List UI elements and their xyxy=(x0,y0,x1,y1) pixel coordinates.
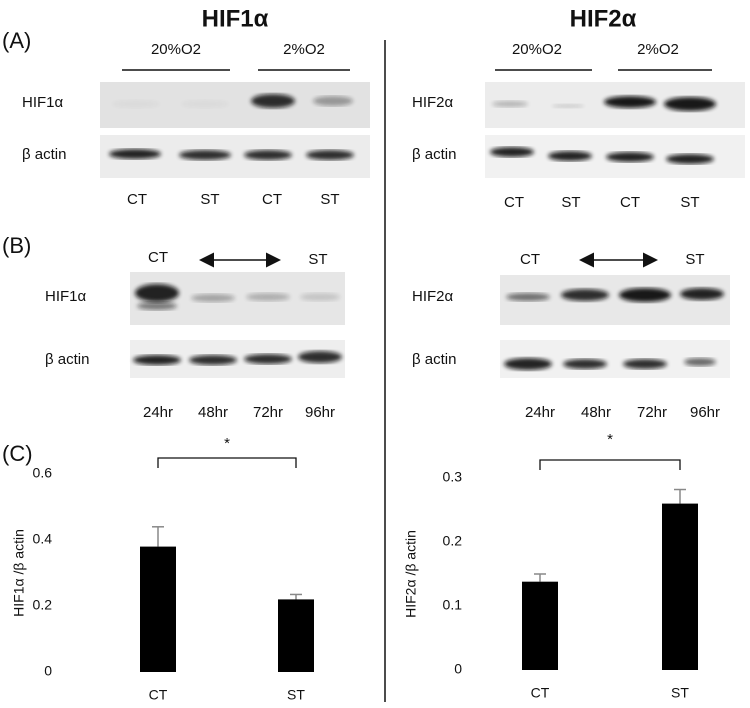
row-label: HIF2α xyxy=(412,94,454,111)
time-label: 48hr xyxy=(581,404,611,421)
blot-band xyxy=(109,149,161,159)
time-label: 72hr xyxy=(637,404,667,421)
blot-band xyxy=(112,100,160,108)
y-tick-label: 0.3 xyxy=(443,469,463,485)
significance-bracket xyxy=(157,457,297,468)
blot-band xyxy=(179,150,231,160)
blot-band xyxy=(680,288,724,300)
row-label: β actin xyxy=(22,146,66,163)
condition-label: 2%O2 xyxy=(637,41,679,58)
lane-label: ST xyxy=(200,191,219,208)
y-axis-label: HIF1α /β actin xyxy=(11,529,27,617)
x-tick-label: ST xyxy=(287,687,305,703)
blot-band xyxy=(548,151,592,161)
row-label: β actin xyxy=(412,351,456,368)
panel-label: (C) xyxy=(2,441,33,466)
time-label: 72hr xyxy=(253,404,283,421)
condition-label: 20%O2 xyxy=(151,41,201,58)
blot-band xyxy=(623,359,667,369)
row-label: β actin xyxy=(412,146,456,163)
range-end: ST xyxy=(685,251,704,268)
blot-band xyxy=(664,97,716,111)
blot-band xyxy=(619,288,671,302)
blot-band xyxy=(606,152,654,162)
blot-band xyxy=(246,293,290,301)
row-label: β actin xyxy=(45,351,89,368)
y-tick-label: 0 xyxy=(454,661,462,677)
blot-band xyxy=(313,96,353,106)
bar xyxy=(662,503,698,670)
blot-band xyxy=(300,293,340,301)
blot-band xyxy=(563,359,607,369)
y-tick-label: 0.2 xyxy=(33,597,53,613)
x-tick-label: CT xyxy=(149,687,168,703)
lane-label: CT xyxy=(620,194,640,211)
blot-band xyxy=(137,302,177,310)
condition-label: 2%O2 xyxy=(283,41,325,58)
range-start: CT xyxy=(148,249,168,266)
x-tick-label: CT xyxy=(531,685,550,701)
blot-band xyxy=(666,154,714,164)
time-label: 96hr xyxy=(305,404,335,421)
blot-band xyxy=(552,104,584,108)
blot-band xyxy=(504,358,552,370)
title: HIF1α xyxy=(202,5,269,32)
lane-label: CT xyxy=(504,194,524,211)
bar xyxy=(522,581,558,670)
blot-band xyxy=(135,284,179,302)
panel-label: (A) xyxy=(2,28,31,53)
y-tick-label: 0.4 xyxy=(33,531,53,547)
range-start: CT xyxy=(520,251,540,268)
time-label: 48hr xyxy=(198,404,228,421)
x-tick-label: ST xyxy=(671,685,689,701)
y-tick-label: 0.1 xyxy=(443,597,463,613)
y-tick-label: 0.6 xyxy=(33,465,53,481)
y-tick-label: 0.2 xyxy=(443,533,463,549)
blot-band xyxy=(492,101,528,107)
y-axis-label: HIF2α /β actin xyxy=(403,530,419,618)
condition-label: 20%O2 xyxy=(512,41,562,58)
blot-band xyxy=(490,147,534,157)
row-label: HIF2α xyxy=(412,288,454,305)
lane-label: ST xyxy=(561,194,580,211)
significance-mark: * xyxy=(607,431,613,448)
blot-band xyxy=(684,358,716,366)
significance-mark: * xyxy=(224,435,230,452)
lane-label: CT xyxy=(262,191,282,208)
bar xyxy=(278,599,314,672)
blot-band xyxy=(133,355,181,365)
blot-band xyxy=(191,294,235,302)
time-label: 24hr xyxy=(525,404,555,421)
row-label: HIF1α xyxy=(22,94,64,111)
blot-band xyxy=(298,351,342,363)
blot-band xyxy=(244,354,292,364)
time-label: 24hr xyxy=(143,404,173,421)
title: HIF2α xyxy=(570,5,637,32)
blot-band xyxy=(561,289,609,301)
y-tick-label: 0 xyxy=(44,663,52,679)
range-end: ST xyxy=(308,251,327,268)
row-label: HIF1α xyxy=(45,288,87,305)
blot-band xyxy=(251,94,295,108)
lane-label: ST xyxy=(320,191,339,208)
bar xyxy=(140,546,176,672)
lane-label: CT xyxy=(127,191,147,208)
time-label: 96hr xyxy=(690,404,720,421)
blot-band xyxy=(244,150,292,160)
blot-band xyxy=(604,96,656,108)
blot-band xyxy=(306,150,354,160)
blot-band xyxy=(189,355,237,365)
blot-band xyxy=(181,100,229,108)
significance-bracket xyxy=(539,459,681,470)
lane-label: ST xyxy=(680,194,699,211)
panel-label: (B) xyxy=(2,233,31,258)
blot-band xyxy=(506,293,550,301)
